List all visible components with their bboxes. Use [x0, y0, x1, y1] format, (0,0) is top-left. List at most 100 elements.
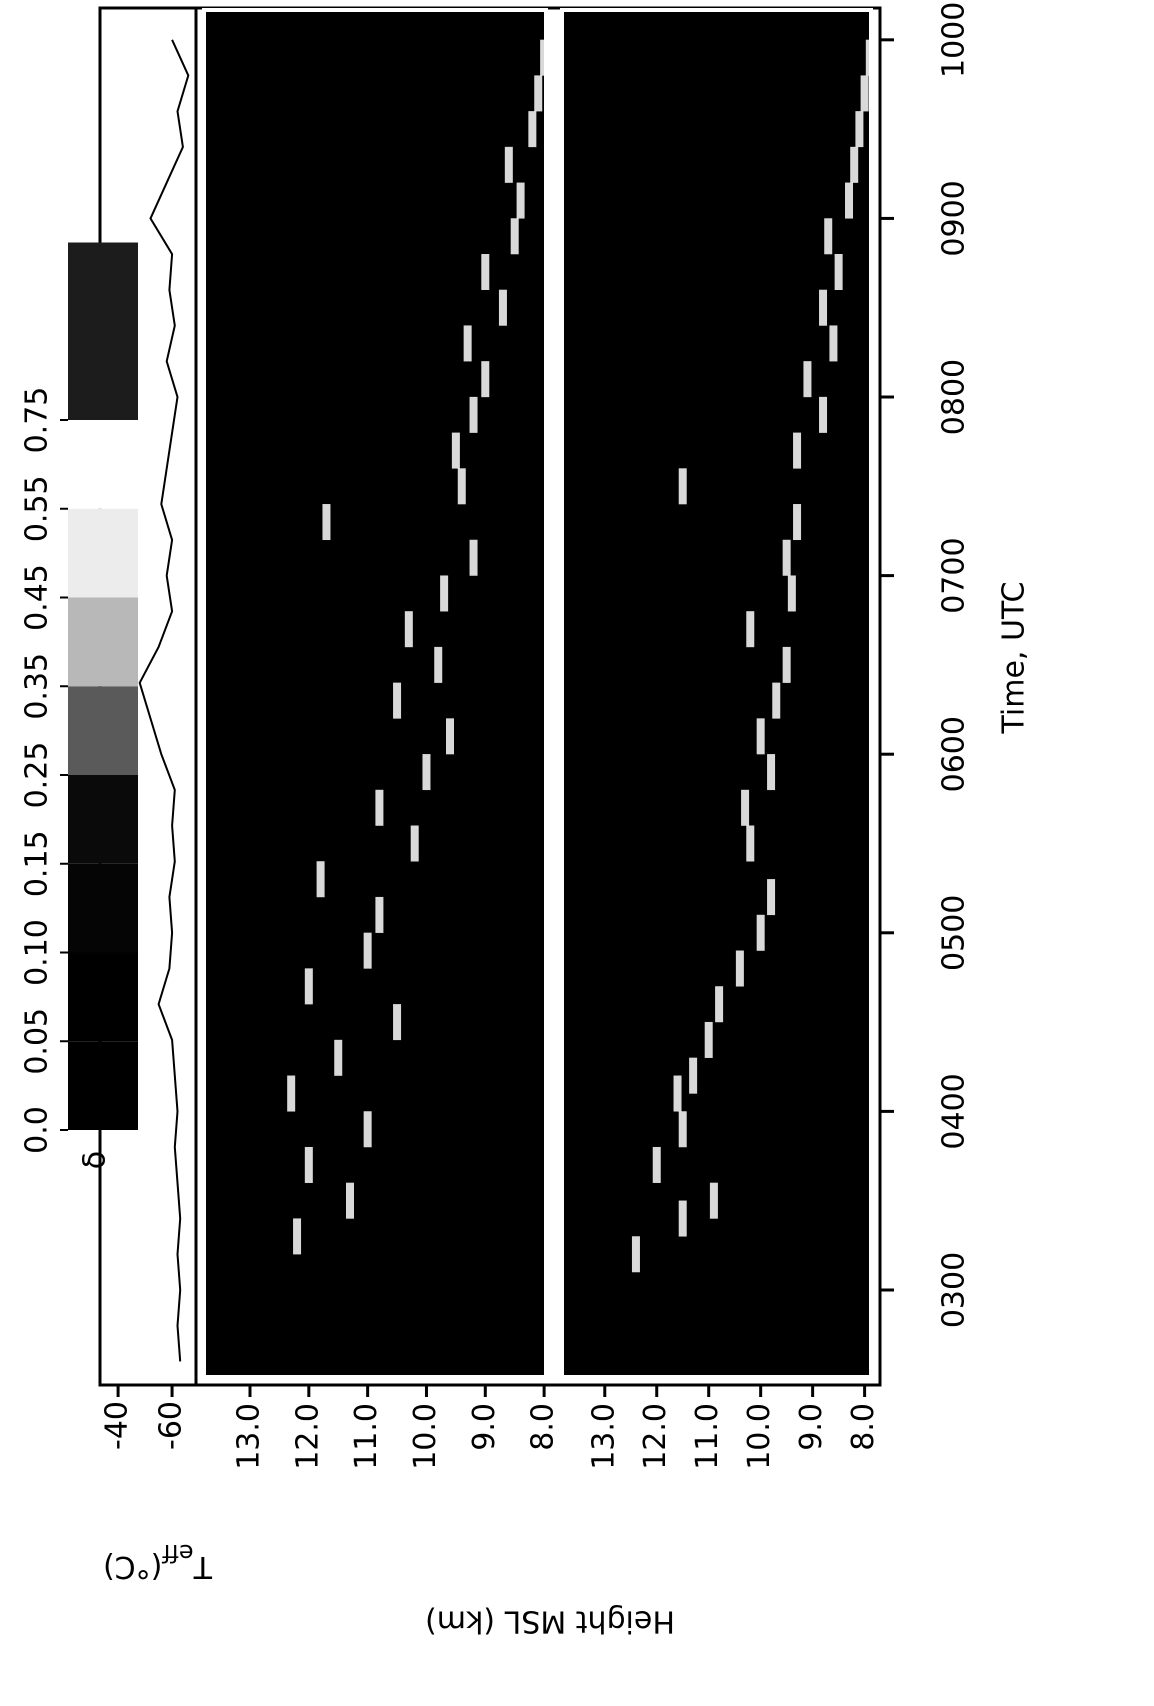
- lidar-return: [767, 754, 776, 791]
- lidar-return: [678, 468, 687, 505]
- colorbar-segment: [68, 508, 138, 598]
- colorbar-segment: [68, 686, 138, 775]
- x-tick-label: 0600: [937, 716, 972, 792]
- lidar-return: [498, 289, 507, 326]
- y-tick-label: 12.0: [290, 1403, 325, 1470]
- lidar-return: [678, 1200, 687, 1237]
- lidar-return: [735, 950, 744, 987]
- lidar-return: [293, 1218, 302, 1255]
- x-tick-label: 1000: [937, 2, 972, 78]
- y-axis-label-part: (°C): [103, 1550, 162, 1585]
- colorbar-tick-label: 0.55: [20, 475, 55, 542]
- x-tick-label: 0400: [937, 1073, 972, 1149]
- y-tick-label: 12.0: [638, 1403, 673, 1470]
- lidar-return: [689, 1057, 698, 1094]
- lidar-panel: [560, 8, 873, 1379]
- y-tick-label: 8.0: [846, 1403, 881, 1451]
- colorbar-segment: [68, 952, 138, 1042]
- y-tick-label: 13.0: [232, 1403, 267, 1470]
- lidar-return: [346, 1182, 354, 1219]
- lidar-return: [715, 986, 724, 1023]
- lidar-return: [504, 146, 513, 183]
- lidar-return: [767, 879, 776, 916]
- temperature-line: [138, 39, 190, 1362]
- y-tick-label: 11.0: [349, 1403, 384, 1470]
- y-axis-label-part: T: [193, 1550, 213, 1585]
- lidar-return: [652, 1146, 661, 1183]
- lidar-return: [446, 718, 454, 755]
- x-tick-label: 0800: [937, 359, 972, 435]
- lidar-return: [316, 861, 325, 898]
- lidar-return: [855, 111, 864, 148]
- lidar-return: [393, 1004, 402, 1041]
- lidar-return: [287, 1075, 296, 1112]
- x-tick-label: 0500: [937, 895, 972, 971]
- x-tick-label: 0900: [937, 180, 972, 256]
- lidar-return: [440, 575, 449, 612]
- y-tick-label: 11.0: [690, 1403, 725, 1470]
- lidar-return: [510, 218, 519, 255]
- lidar-return: [782, 539, 791, 576]
- lidar-return: [304, 968, 313, 1005]
- rotated-figure: -60 -40 Teff(°C) 13.0 12.0 11.0 10.0 9.0 8.0 Heig…: [20, 2, 1032, 1639]
- lidar-return: [746, 825, 755, 862]
- lidar-return: [704, 1021, 713, 1058]
- x-tick-label: 0700: [937, 537, 972, 613]
- lidar-return: [434, 646, 443, 683]
- colorbar-tick-label: 0.75: [20, 387, 55, 454]
- lidar-return: [787, 575, 796, 612]
- colorbar-segment: [68, 420, 138, 509]
- x-axis-label: Time, UTC: [997, 582, 1032, 735]
- lidar-return: [824, 218, 833, 255]
- colorbar-segment: [68, 597, 138, 687]
- lidar-return: [481, 361, 490, 398]
- y-tick-label: -60: [154, 1401, 189, 1450]
- lidar-return: [534, 75, 543, 112]
- colorbar-tick-label: 0.15: [20, 830, 55, 897]
- lidar-return: [393, 682, 402, 719]
- lidar-return: [375, 789, 384, 826]
- colorbar-segment: [68, 863, 138, 953]
- lidar-return: [463, 325, 472, 362]
- lidar-return: [322, 504, 331, 541]
- lidar-return: [631, 1236, 640, 1273]
- lidar-return: [673, 1075, 682, 1112]
- lidar-return: [334, 1039, 343, 1076]
- lidar-return: [410, 825, 419, 862]
- lidar-return: [793, 504, 802, 541]
- colorbar-tick-label: 0.45: [20, 564, 55, 631]
- lidar-return: [819, 289, 828, 326]
- lidar-return: [469, 539, 478, 576]
- lidar-return: [363, 932, 372, 969]
- colorbar-tick-label: 0.35: [20, 653, 55, 720]
- colorbar-segment: [68, 1041, 138, 1130]
- lidar-return: [457, 468, 466, 505]
- lidar-return: [819, 396, 828, 433]
- lidar-return: [772, 682, 781, 719]
- lidar-return: [363, 1111, 372, 1148]
- lidar-return: [850, 146, 859, 183]
- lidar-return: [834, 253, 843, 290]
- lidar-return: [540, 39, 549, 76]
- lidar-return: [746, 611, 755, 648]
- y-tick-label: -40: [100, 1401, 135, 1450]
- lidar-return: [404, 611, 413, 648]
- lidar-return: [782, 646, 791, 683]
- lidar-return: [528, 111, 537, 148]
- lidar-return: [741, 789, 750, 826]
- lidar-return: [865, 39, 874, 76]
- lidar-return: [860, 75, 869, 112]
- colorbar-segment: [68, 775, 138, 864]
- y-tick-label: 9.0: [794, 1403, 829, 1451]
- lidar-return: [756, 718, 765, 755]
- y-axis-label: Teff(°C): [103, 1539, 213, 1585]
- lidar-return: [516, 182, 525, 219]
- lidar-return: [793, 432, 802, 469]
- y-tick-label: 10.0: [742, 1403, 777, 1470]
- lidar-return: [803, 361, 812, 398]
- lidar-return: [469, 396, 478, 433]
- y-tick-label: 10.0: [408, 1403, 443, 1470]
- colorbar-tick-label: 0.0: [20, 1106, 55, 1154]
- lidar-return: [756, 914, 765, 951]
- lidar-return: [375, 896, 384, 933]
